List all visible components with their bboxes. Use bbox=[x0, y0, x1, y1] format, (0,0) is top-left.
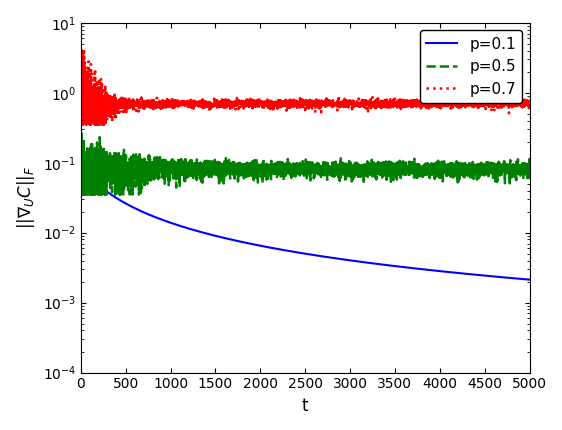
Line: p=0.1: p=0.1 bbox=[81, 166, 529, 280]
p=0.5 bbox=[79, 192, 85, 197]
p=0.1 bbox=[159, 217, 166, 222]
Line: p=0.5: p=0.5 bbox=[81, 133, 529, 195]
p=0.7 bbox=[526, 100, 533, 105]
p=0.7 bbox=[447, 99, 454, 104]
p=0.5 bbox=[347, 174, 353, 179]
p=0.5 bbox=[369, 163, 376, 168]
p=0.7 bbox=[78, 59, 84, 64]
p=0.5 bbox=[447, 161, 454, 166]
p=0.7 bbox=[79, 46, 86, 52]
p=0.5 bbox=[78, 136, 84, 141]
p=0.7 bbox=[369, 103, 376, 108]
Line: p=0.7: p=0.7 bbox=[81, 49, 529, 125]
p=0.5 bbox=[413, 175, 419, 180]
X-axis label: t: t bbox=[302, 397, 309, 415]
p=0.1 bbox=[413, 266, 419, 271]
Y-axis label: $||\nabla_U C||_F$: $||\nabla_U C||_F$ bbox=[15, 166, 37, 229]
p=0.5 bbox=[526, 169, 533, 175]
p=0.7 bbox=[413, 100, 419, 105]
p=0.1 bbox=[369, 261, 376, 266]
p=0.7 bbox=[78, 122, 84, 127]
p=0.1 bbox=[347, 258, 353, 263]
p=0.1 bbox=[446, 270, 453, 275]
p=0.1 bbox=[526, 277, 533, 282]
Legend: p=0.1, p=0.5, p=0.7: p=0.1, p=0.5, p=0.7 bbox=[420, 31, 522, 103]
p=0.7 bbox=[159, 100, 166, 105]
p=0.1 bbox=[78, 163, 84, 169]
p=0.7 bbox=[347, 101, 353, 106]
p=0.7 bbox=[249, 102, 256, 108]
p=0.5 bbox=[159, 168, 166, 173]
p=0.5 bbox=[78, 130, 85, 135]
p=0.5 bbox=[249, 164, 256, 169]
p=0.1 bbox=[249, 242, 256, 247]
